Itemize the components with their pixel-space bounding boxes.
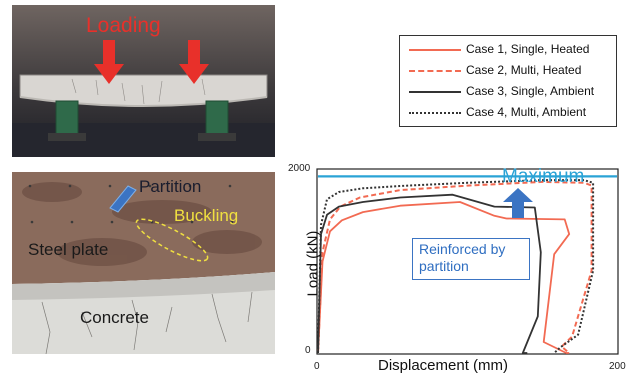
series-line-case-4 xyxy=(317,179,595,354)
legend-label-case-4: Case 4, Multi, Ambient xyxy=(466,105,587,119)
loading-arrow-right-icon xyxy=(179,40,209,84)
loading-test-photo xyxy=(12,5,275,157)
x-axis-label: Displacement (mm) xyxy=(378,357,509,374)
legend-swatch-case-1 xyxy=(409,49,461,51)
reinforced-callout: Reinforced by partition xyxy=(412,238,530,280)
reinforce-arrow-icon xyxy=(503,188,533,218)
y-tick-max: 2000 xyxy=(288,163,311,174)
partition-label: Partition xyxy=(139,177,202,196)
legend-swatch-case-4 xyxy=(409,112,461,114)
legend-entry-case-3: Case 3, Single, Ambient xyxy=(400,83,616,101)
legend-label-case-3: Case 3, Single, Ambient xyxy=(466,84,595,98)
loading-label: Loading xyxy=(86,14,161,37)
partition-arrow-icon xyxy=(109,185,137,213)
specimen-closeup-photo xyxy=(12,172,275,354)
series-line-case-1 xyxy=(317,201,571,354)
legend-entry-case-2: Case 2, Multi, Heated xyxy=(400,62,616,80)
callout-line-1: Reinforced by xyxy=(419,241,506,257)
x-tick-max: 200 xyxy=(609,361,626,372)
callout-line-2: partition xyxy=(419,258,469,274)
plot-frame xyxy=(316,168,619,355)
series-line-case-2 xyxy=(317,180,593,354)
concrete-label: Concrete xyxy=(80,308,149,327)
x-tick-zero: 0 xyxy=(314,361,320,372)
steel-plate-label: Steel plate xyxy=(28,240,109,259)
legend-label-case-1: Case 1, Single, Heated xyxy=(466,42,590,56)
series-line-case-3 xyxy=(317,193,542,354)
y-axis-label: Load (kN) xyxy=(304,230,322,297)
chart-legend: Case 1, Single, Heated Case 2, Multi, He… xyxy=(399,35,617,127)
y-tick-zero: 0 xyxy=(305,345,311,356)
legend-entry-case-4: Case 4, Multi, Ambient xyxy=(400,104,616,122)
legend-label-case-2: Case 2, Multi, Heated xyxy=(466,63,582,77)
loading-arrow-left-icon xyxy=(94,40,124,84)
legend-entry-case-1: Case 1, Single, Heated xyxy=(400,41,616,59)
legend-swatch-case-3 xyxy=(409,91,461,93)
legend-swatch-case-2 xyxy=(409,70,461,72)
buckling-label: Buckling xyxy=(174,206,239,225)
maximum-label: Maximum xyxy=(502,166,585,187)
